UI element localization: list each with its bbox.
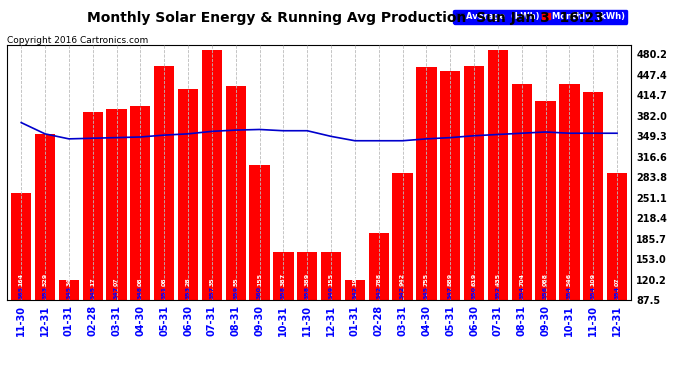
Text: 788: 788 <box>376 273 381 286</box>
Text: 155: 155 <box>328 273 333 286</box>
Bar <box>368 233 389 300</box>
Text: 360: 360 <box>257 286 262 299</box>
Bar <box>249 165 270 300</box>
Bar <box>201 50 222 300</box>
Text: 342: 342 <box>353 286 357 299</box>
Text: 109: 109 <box>591 273 595 286</box>
Text: 365: 365 <box>19 286 23 299</box>
Bar <box>393 172 413 300</box>
Text: 08: 08 <box>161 278 167 286</box>
Text: 354: 354 <box>567 286 572 299</box>
Text: 342: 342 <box>400 286 405 299</box>
Text: 28: 28 <box>186 278 190 286</box>
Text: 351: 351 <box>161 286 167 299</box>
Text: 889: 889 <box>448 273 453 286</box>
Bar <box>416 67 437 300</box>
Text: 194: 194 <box>353 273 357 286</box>
Bar <box>464 66 484 300</box>
Text: 529: 529 <box>43 273 48 286</box>
Bar <box>59 280 79 300</box>
Bar <box>440 71 460 300</box>
Text: 352: 352 <box>495 286 500 299</box>
Bar <box>560 84 580 300</box>
Text: 358: 358 <box>281 286 286 299</box>
Bar <box>583 92 603 300</box>
Text: 546: 546 <box>567 273 572 286</box>
Text: 435: 435 <box>495 273 500 286</box>
Bar <box>226 86 246 300</box>
Text: 704: 704 <box>519 273 524 286</box>
Text: 347: 347 <box>448 286 453 299</box>
Text: 164: 164 <box>19 273 23 286</box>
Bar <box>178 89 198 300</box>
Text: 389: 389 <box>305 273 310 286</box>
Text: 347: 347 <box>66 273 71 286</box>
Text: 55: 55 <box>233 278 238 286</box>
Bar <box>154 66 175 300</box>
Legend: Average  (kWh), Monthly  (kWh): Average (kWh), Monthly (kWh) <box>453 10 627 24</box>
Bar <box>130 106 150 300</box>
Text: 155: 155 <box>257 273 262 286</box>
Text: 349: 349 <box>328 286 333 299</box>
Text: 08: 08 <box>138 278 143 286</box>
Text: 342: 342 <box>376 286 381 299</box>
Text: 619: 619 <box>471 273 477 286</box>
Text: 07: 07 <box>114 278 119 286</box>
Text: 17: 17 <box>90 278 95 286</box>
Text: 356: 356 <box>543 286 548 299</box>
Text: 350: 350 <box>471 286 477 299</box>
Text: 353: 353 <box>186 286 190 299</box>
Bar <box>83 112 103 300</box>
Text: 354: 354 <box>591 286 595 299</box>
Text: Copyright 2016 Cartronics.com: Copyright 2016 Cartronics.com <box>7 36 148 45</box>
Text: 347: 347 <box>114 286 119 299</box>
Text: 345: 345 <box>90 286 95 299</box>
Bar <box>11 193 31 300</box>
Text: 357: 357 <box>209 286 215 299</box>
Text: 348: 348 <box>138 286 143 299</box>
Text: 353: 353 <box>43 286 48 299</box>
Text: 358: 358 <box>305 286 310 299</box>
Bar <box>273 252 293 300</box>
Text: 387: 387 <box>281 273 286 286</box>
Text: 942: 942 <box>400 273 405 286</box>
Bar <box>345 280 365 300</box>
Text: 07: 07 <box>615 278 620 286</box>
Text: 35: 35 <box>209 278 215 286</box>
Text: 345: 345 <box>66 286 71 299</box>
Bar <box>321 252 341 300</box>
Text: 354: 354 <box>615 286 620 299</box>
Bar <box>106 109 127 300</box>
Text: Monthly Solar Energy & Running Avg Production  Sun Jan 3  16:23: Monthly Solar Energy & Running Avg Produ… <box>87 11 603 25</box>
Bar <box>488 50 508 300</box>
Bar <box>607 172 627 300</box>
Bar <box>511 84 532 300</box>
Text: 359: 359 <box>233 286 238 299</box>
Text: 755: 755 <box>424 273 429 286</box>
Bar <box>535 101 555 300</box>
Text: 354: 354 <box>519 286 524 299</box>
Text: 088: 088 <box>543 273 548 286</box>
Bar <box>35 134 55 300</box>
Bar <box>297 252 317 300</box>
Text: 345: 345 <box>424 286 429 299</box>
